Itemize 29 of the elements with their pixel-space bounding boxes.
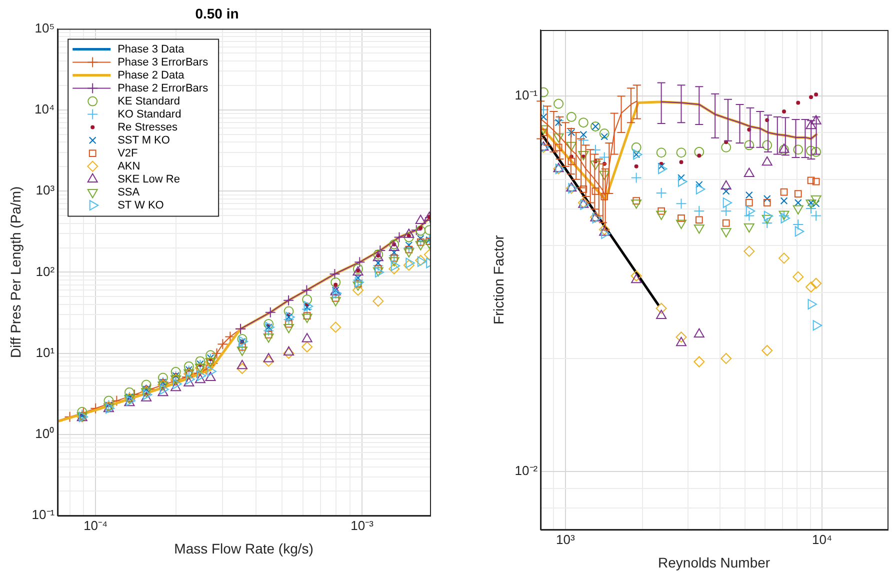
legend-label: KO Standard [118, 108, 182, 120]
y-tick-label: 10⁻² [514, 463, 538, 478]
y-tick-label: 10⁴ [34, 102, 55, 117]
y-tick-label: 10⁻¹ [32, 507, 56, 522]
x-axis-title: Mass Flow Rate (kg/s) [174, 540, 314, 556]
legend-label: ST W KO [118, 199, 164, 212]
legend-label: AKN [118, 160, 140, 172]
legend-label: Re Stresses [118, 121, 178, 134]
legend-label: KE Standard [118, 95, 180, 108]
y-tick-label: 10⁵ [34, 20, 55, 36]
legend-label: Phase 2 Data [118, 69, 186, 82]
y-tick-label: 10¹ [36, 344, 56, 360]
x-tick-label: 10⁻⁴ [84, 518, 108, 533]
legend-label: SST M KO [118, 134, 170, 146]
legend-label: Phase 3 Data [118, 43, 186, 56]
y-tick-label: 10³ [36, 182, 56, 198]
legend-label: V2F [118, 147, 138, 160]
x-tick-label: 10⁻³ [350, 518, 374, 533]
y-tick-label: 10⁰ [35, 426, 55, 442]
y-axis-title: Diff Pres Per Length (Pa/m) [7, 186, 24, 358]
chart-title: 0.50 in [195, 5, 239, 22]
legend-label: Phase 3 ErrorBars [118, 56, 209, 68]
legend-label: Phase 2 ErrorBars [118, 82, 209, 94]
y-tick-label: 10⁻¹ [514, 88, 538, 103]
legend-label: SKE Low Re [118, 173, 180, 186]
y-tick-label: 10² [36, 264, 56, 279]
y-axis-title: Friction Factor [490, 234, 506, 325]
legend-label: SSA [118, 186, 140, 198]
x-axis-title: Reynolds Number [658, 554, 770, 570]
